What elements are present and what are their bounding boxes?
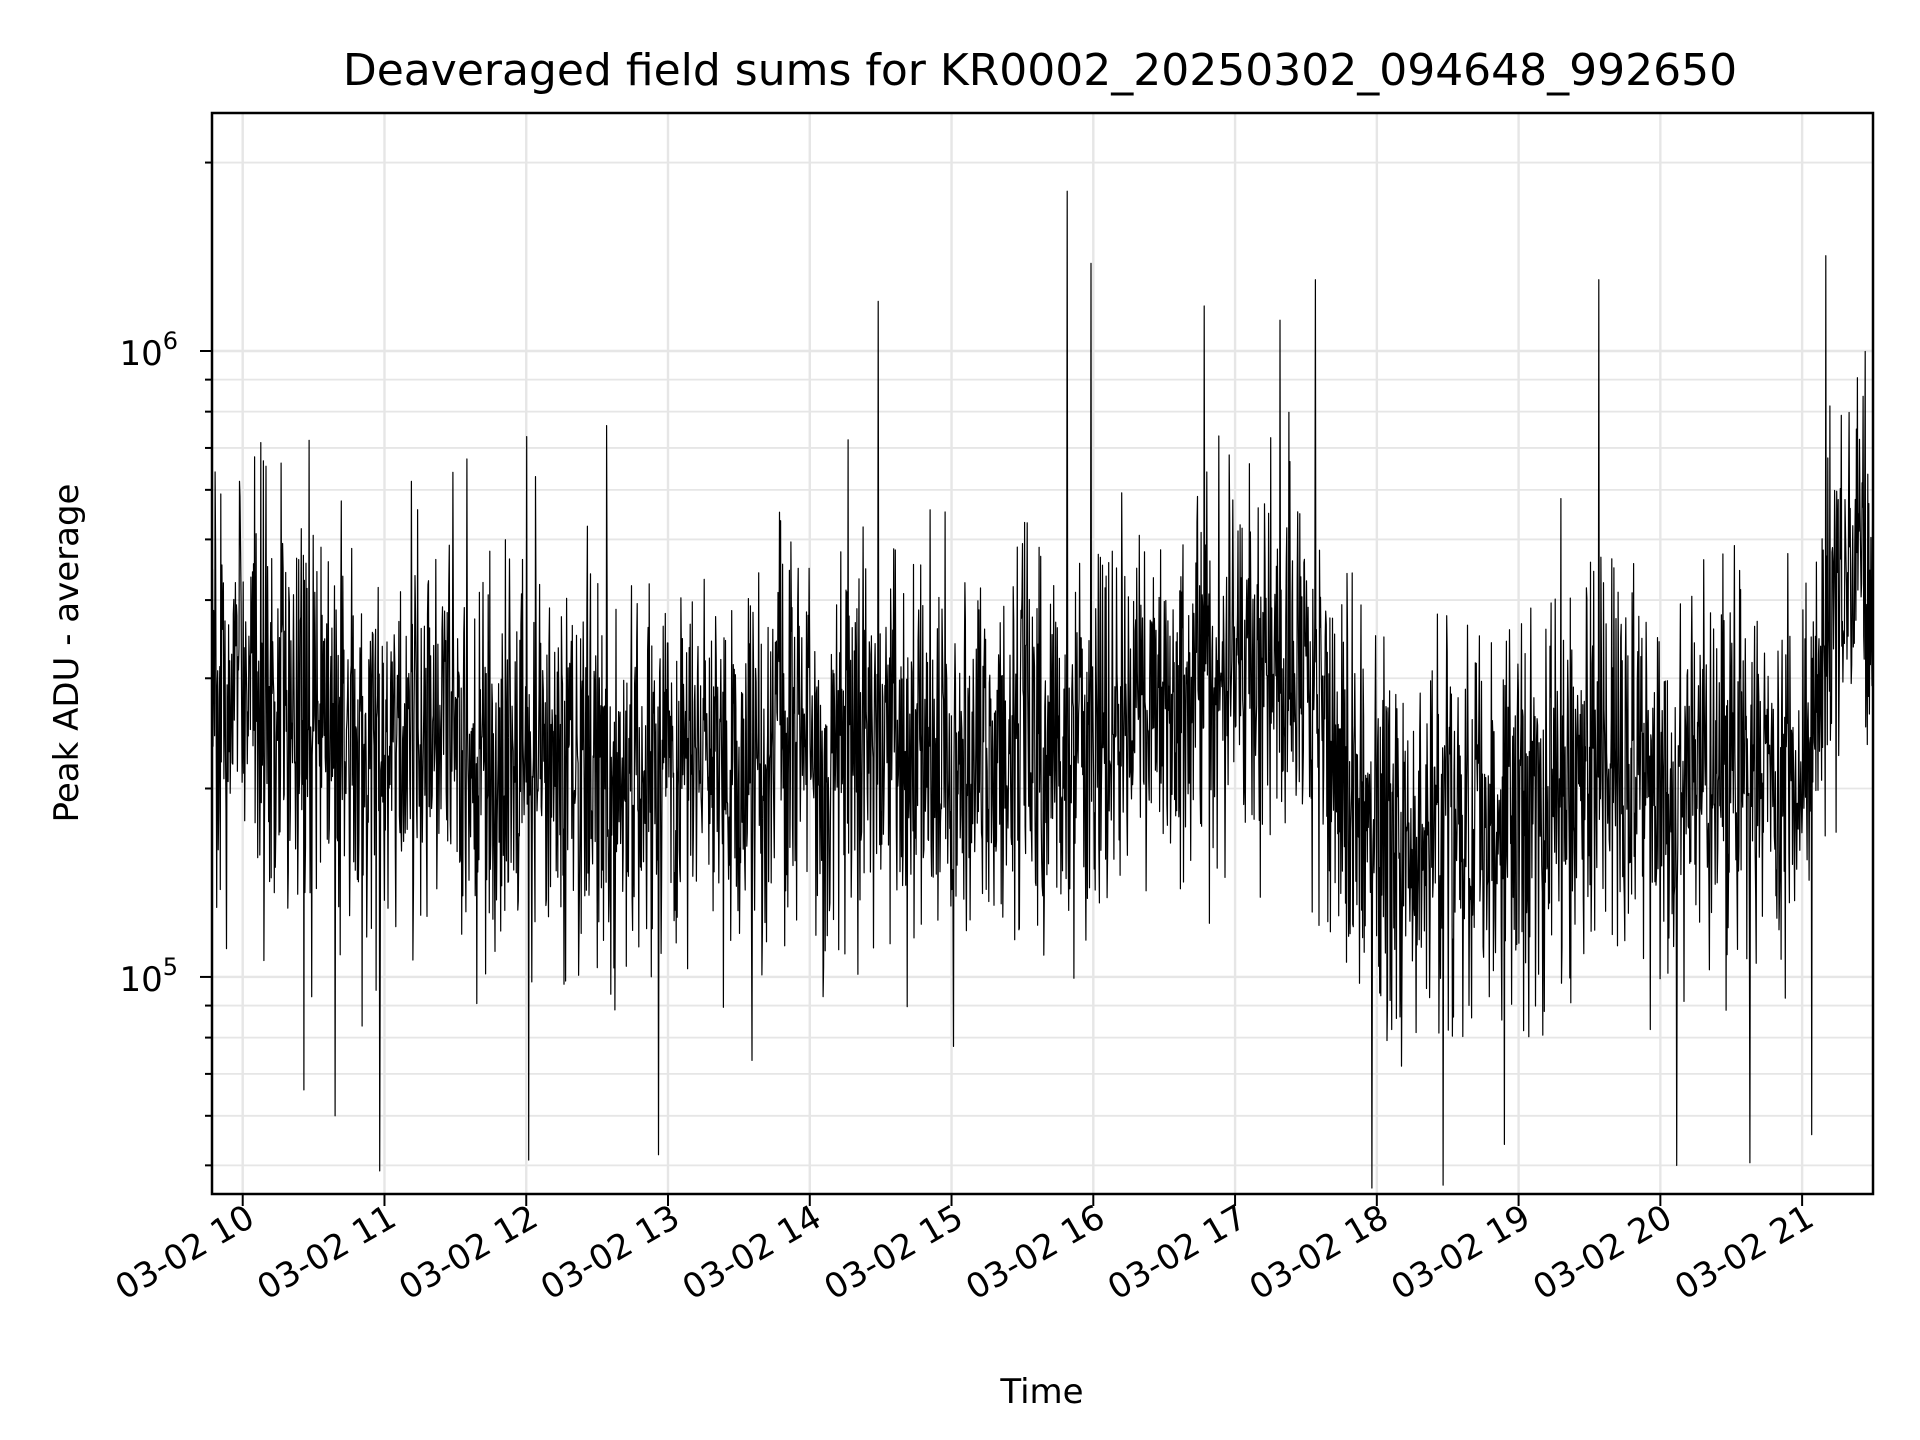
series-line: [211, 190, 1874, 1189]
x-tick-label: 03-02 20: [1526, 1197, 1678, 1308]
x-axis-label: Time: [999, 1372, 1083, 1412]
x-tick-label: 03-02 12: [392, 1197, 544, 1308]
x-tick-label: 03-02 21: [1668, 1197, 1820, 1308]
x-tick-label: 03-02 14: [676, 1197, 828, 1308]
plot-frame: [210, 111, 1875, 1196]
x-tick-label: 03-02 10: [109, 1197, 261, 1308]
y-tick-label: 106: [119, 327, 178, 374]
x-tick-label: 03-02 19: [1385, 1197, 1537, 1308]
grid-lines: [212, 113, 1873, 1194]
x-tick-label: 03-02 15: [818, 1197, 970, 1308]
x-tick-label: 03-02 18: [1243, 1197, 1395, 1308]
y-tick-label: 105: [119, 953, 178, 1000]
chart-title: Deaveraged field sums for KR0002_2025030…: [343, 45, 1737, 96]
x-tick-label: 03-02 16: [959, 1197, 1111, 1308]
x-tick-label: 03-02 17: [1101, 1197, 1253, 1308]
series-path: [211, 190, 1874, 1189]
x-tick-label: 03-02 13: [534, 1197, 686, 1308]
y-axis-label: Peak ADU - average: [47, 484, 87, 823]
x-tick-label: 03-02 11: [251, 1197, 403, 1308]
y-axis-ticks: 105 106: [119, 161, 212, 1167]
